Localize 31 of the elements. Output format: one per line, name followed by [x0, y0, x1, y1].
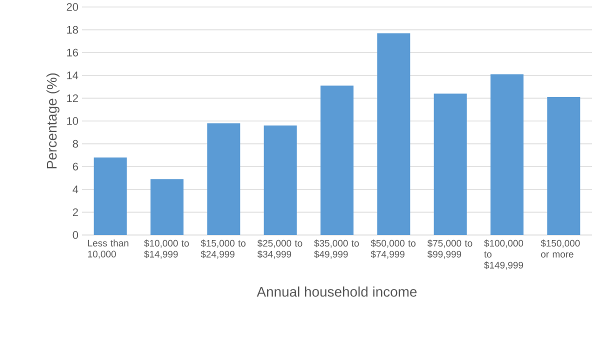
- y-tick-label: 0: [72, 231, 78, 239]
- bar: [150, 179, 184, 235]
- bar: [377, 33, 410, 235]
- x-tick-label: $25,000 to $34,999: [257, 240, 302, 259]
- bar: [547, 97, 580, 235]
- bar: [94, 157, 127, 235]
- y-tick-label: 14: [67, 72, 78, 80]
- x-tick-label: $75,000 to $99,999: [427, 240, 472, 259]
- bar: [264, 126, 297, 235]
- x-tick-label: $10,000 to $14,999: [144, 240, 189, 259]
- y-tick-label: 10: [67, 117, 78, 125]
- x-axis-title: Annual household income: [256, 286, 417, 297]
- x-tick-label: Less than 10,000: [88, 240, 128, 259]
- x-tick-label: $100,000 to $149,999: [484, 240, 524, 270]
- y-tick-label: 20: [66, 3, 78, 11]
- y-axis-title: Percentage (%): [46, 73, 60, 168]
- y-tick-label: 6: [72, 162, 78, 170]
- y-tick-label: 8: [72, 140, 78, 148]
- x-tick-label: $150,000 or more: [540, 240, 580, 258]
- y-tick-label: 12: [67, 94, 78, 102]
- x-tick-label: $35,000 to $49,999: [314, 240, 359, 259]
- bar: [434, 94, 467, 235]
- x-tick-label: $15,000 to $24,999: [200, 240, 246, 259]
- y-tick-label: 4: [72, 186, 78, 194]
- y-tick-label: 2: [72, 208, 78, 216]
- y-tick-label: 18: [67, 26, 78, 34]
- x-tick-label: $50,000 to $74,999: [370, 240, 416, 259]
- bar: [207, 123, 240, 235]
- y-tick-label: 16: [67, 48, 78, 56]
- bar: [320, 86, 354, 235]
- bar: [490, 74, 524, 235]
